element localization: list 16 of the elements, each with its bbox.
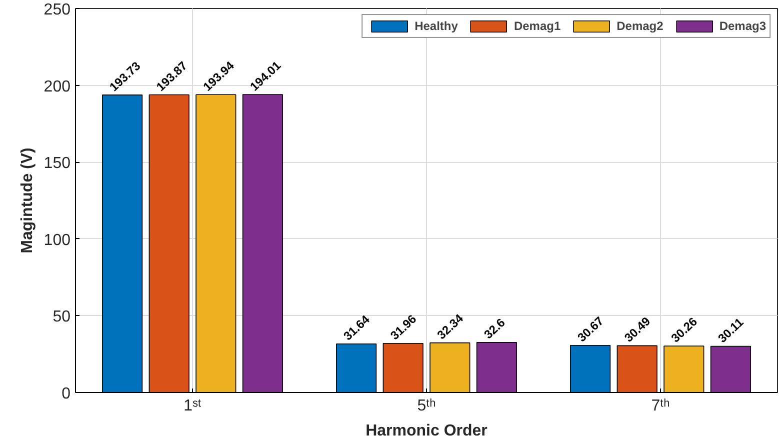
y-tick-label: 50 [52,308,71,326]
legend-label: Demag3 [719,19,766,33]
legend-label: Demag2 [616,19,664,33]
legend-label: Demag1 [514,19,561,33]
y-tick-label: 200 [44,78,71,96]
y-tick-label: 100 [44,232,71,249]
y-tick-label: 250 [44,2,71,18]
x-tick-label: 5ᵗʰ [417,398,436,414]
y-axis-title: Magintude (V) [18,148,36,254]
y-tick-label: 150 [44,155,71,172]
legend-label: Healthy [414,19,458,33]
x-tick-label: 7ᵗʰ [651,398,670,414]
x-axis-title: Harmonic Order [366,422,488,440]
data-label: 32.6 [481,315,508,342]
x-tick-label: 1ˢᵗ [184,398,202,414]
y-tick-label: 0 [62,386,71,402]
